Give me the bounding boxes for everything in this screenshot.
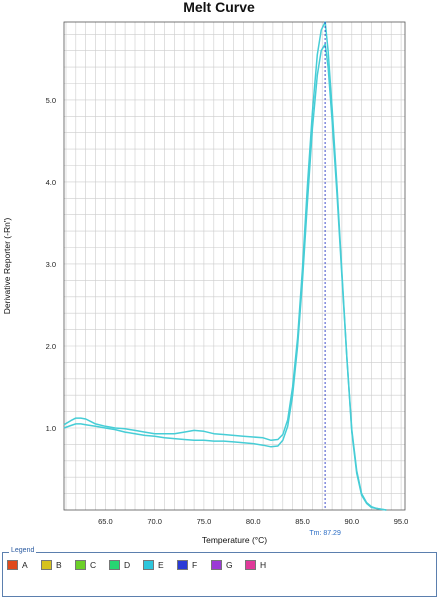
legend-swatch [109,560,120,570]
y-tick-label: 2.0 [46,342,56,351]
x-tick-label: 80.0 [246,517,261,526]
melt-curve-svg: Melt Curve 65.0 70.0 75.0 80.0 85.0 90.0 95.0 1.… [2,0,409,545]
melt-curve-series-1 [63,21,387,511]
y-tick-label: 1.0 [46,424,56,433]
legend-label: A [22,560,28,570]
tm-label: Tm: 87.29 [309,530,341,537]
melt-curve-series-2 [63,43,387,511]
x-tick-label: 75.0 [197,517,212,526]
x-tick-label: 70.0 [147,517,162,526]
legend-label: C [90,560,97,570]
legend-label: D [124,560,131,570]
legend-item: H [245,560,279,570]
legend-item: A [7,560,41,570]
legend-swatch [7,560,18,570]
legend-label: G [226,560,233,570]
legend-items: A B C D E F G H [7,560,279,570]
melt-curve-chart: Melt Curve 65.0 70.0 75.0 80.0 85.0 90.0 95.0 1.… [2,0,409,545]
legend-swatch [41,560,52,570]
legend-swatch [143,560,154,570]
legend-swatch [75,560,86,570]
legend-swatch [177,560,188,570]
legend-swatch [211,560,222,570]
legend-item: G [211,560,245,570]
legend-label: B [56,560,62,570]
legend-label: E [158,560,164,570]
legend-swatch [245,560,256,570]
legend-label: F [192,560,198,570]
legend-item: F [177,560,211,570]
y-axis-label: Derivative Reporter (-Rn') [2,218,12,315]
y-tick-label: 3.0 [46,260,56,269]
x-axis-label: Temperature (°C) [202,535,267,545]
y-tick-label: 5.0 [46,96,56,105]
x-tick-label: 65.0 [98,517,113,526]
legend-item: D [109,560,143,570]
x-tick-label: 95.0 [394,517,409,526]
legend-item: E [143,560,177,570]
legend-item: C [75,560,109,570]
x-tick-label: 90.0 [344,517,359,526]
legend-title: Legend [9,547,37,554]
x-tick-label: 85.0 [295,517,310,526]
legend-item: B [41,560,75,570]
y-tick-label: 4.0 [46,178,56,187]
legend-label: H [260,560,267,570]
chart-title: Melt Curve [183,0,255,15]
plot-frame [63,21,406,511]
legend-panel: Legend A B C D E F G H [2,547,437,597]
